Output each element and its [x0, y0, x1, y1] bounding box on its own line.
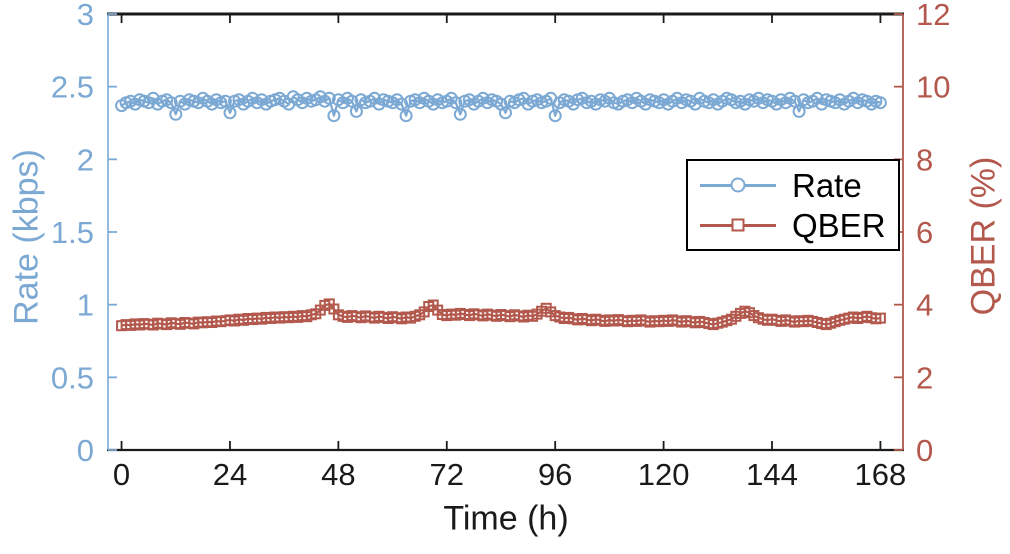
svg-text:6: 6 — [916, 215, 933, 250]
svg-text:10: 10 — [916, 70, 950, 105]
svg-text:2.5: 2.5 — [51, 70, 94, 105]
y-axis-right: 0 2 4 6 8 10 12 — [894, 0, 950, 468]
legend-label-rate: Rate — [792, 166, 862, 204]
svg-text:2: 2 — [916, 360, 933, 395]
left-axis-title: Rate (kbps) — [7, 149, 46, 325]
svg-text:8: 8 — [916, 142, 933, 177]
svg-text:120: 120 — [638, 457, 690, 492]
legend-item-rate: Rate — [700, 165, 898, 205]
svg-text:168: 168 — [855, 457, 907, 492]
qber-square-marker-icon — [731, 218, 745, 232]
svg-text:12: 12 — [916, 0, 950, 32]
rate-legend-sample — [700, 177, 776, 193]
svg-text:1.5: 1.5 — [51, 215, 94, 250]
svg-text:2: 2 — [77, 142, 94, 177]
svg-text:0: 0 — [916, 433, 933, 468]
x-axis: 0 24 48 72 96 120 144 168 — [113, 14, 906, 492]
x-axis-title: Time (h) — [443, 499, 569, 538]
rate-circle-marker-icon — [730, 177, 746, 193]
svg-text:48: 48 — [321, 457, 355, 492]
qber-legend-sample — [700, 218, 776, 232]
legend: Rate QBER — [686, 159, 900, 251]
svg-text:72: 72 — [430, 457, 464, 492]
series-rate — [115, 90, 887, 123]
svg-text:3: 3 — [77, 0, 94, 32]
y-axis-left: 0 0.5 1 1.5 2 2.5 3 — [51, 0, 117, 468]
svg-text:96: 96 — [538, 457, 572, 492]
legend-item-qber: QBER — [700, 205, 898, 245]
svg-text:1: 1 — [77, 288, 94, 323]
svg-text:0: 0 — [113, 457, 130, 492]
svg-text:0.5: 0.5 — [51, 360, 94, 395]
svg-text:4: 4 — [916, 288, 933, 323]
svg-text:0: 0 — [77, 433, 94, 468]
svg-text:24: 24 — [213, 457, 247, 492]
series-qber — [116, 298, 886, 332]
legend-label-qber: QBER — [792, 206, 886, 244]
svg-text:144: 144 — [746, 457, 798, 492]
right-axis-title: QBER (%) — [964, 156, 1003, 316]
